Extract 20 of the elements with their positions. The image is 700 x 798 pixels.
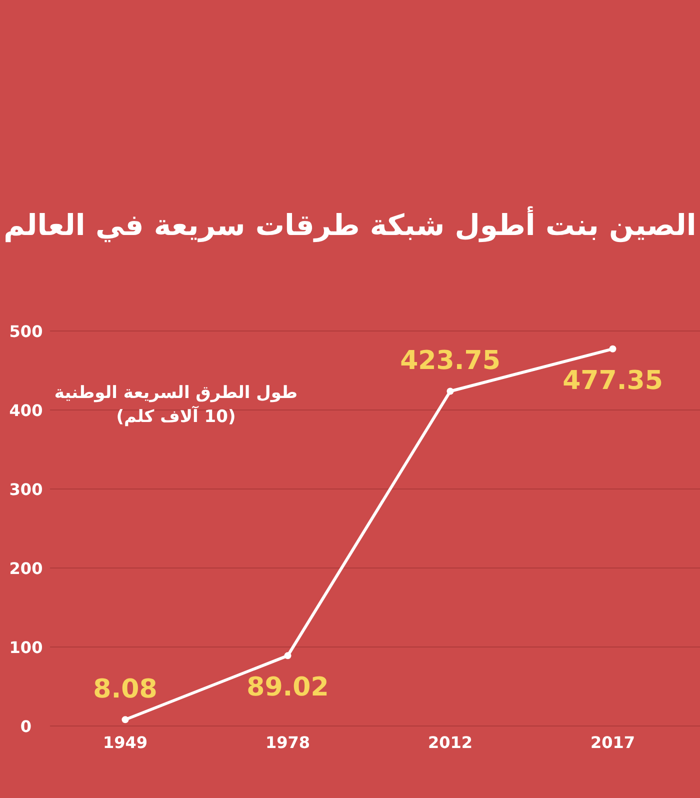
point xyxy=(122,716,129,724)
x-tick-label: 2017 xyxy=(590,733,636,752)
y-tick-label: 0 xyxy=(20,717,32,736)
y-tick-label: 400 xyxy=(9,401,43,420)
x-tick-label: 2012 xyxy=(428,733,473,752)
chart-title: الصين بنت أطول شبكة طرقات سريعة في العالم xyxy=(4,206,696,243)
x-tick-label: 1978 xyxy=(265,733,310,752)
y-tick-label: 100 xyxy=(9,638,43,657)
point xyxy=(609,345,616,352)
y-tick-label: 200 xyxy=(9,559,43,578)
point xyxy=(446,388,454,395)
y-tick-label: 300 xyxy=(9,480,43,499)
annotation: طول الطرق السريعة الوطنية (10 آلاف كلم) xyxy=(54,383,298,427)
data-label: 423.75 xyxy=(400,346,500,376)
point xyxy=(284,652,292,660)
y-tick-label: 500 xyxy=(9,322,43,341)
x-tick-label: 1949 xyxy=(102,733,148,752)
data-label: 477.35 xyxy=(562,366,663,396)
data-label: 8.08 xyxy=(93,674,158,705)
data-label: 89.02 xyxy=(246,672,329,703)
